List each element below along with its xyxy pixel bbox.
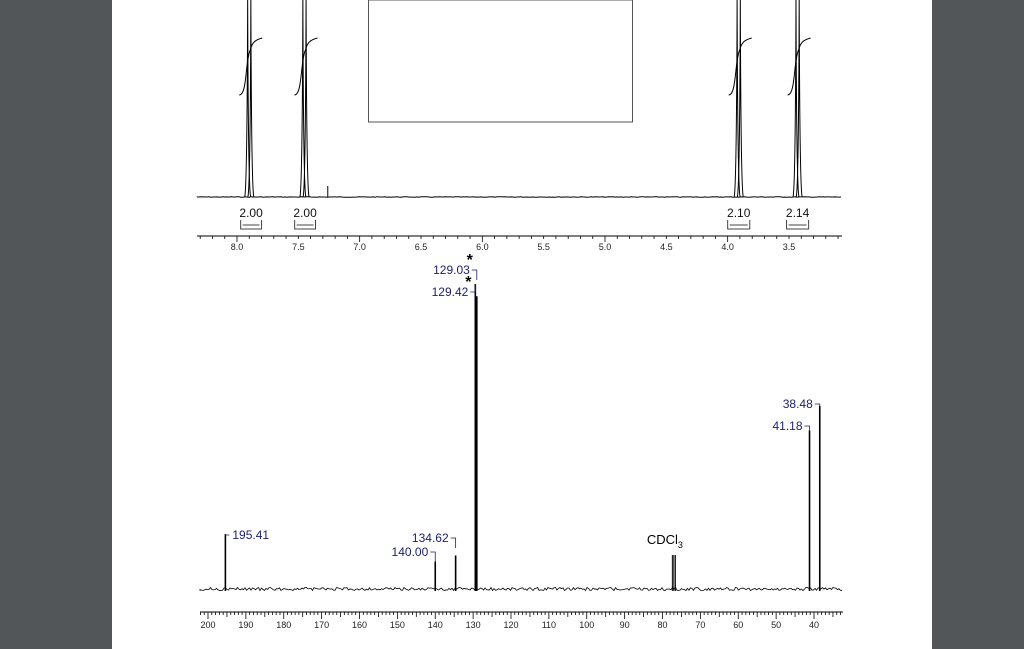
c13-leader-0 bbox=[224, 534, 230, 536]
inset-frame bbox=[368, 0, 633, 123]
c13-tick-label-11: 90 bbox=[620, 620, 630, 630]
c13-leader-1 bbox=[430, 551, 436, 562]
c13-star-4: * bbox=[467, 252, 474, 269]
h1-integral-bracket-2 bbox=[727, 220, 751, 230]
h1-baseline-trace bbox=[196, 196, 842, 198]
c13-peak-label-0: 195.41 bbox=[232, 528, 269, 542]
c13-tick-label-3: 170 bbox=[314, 620, 329, 630]
h1-integral-curve-1 bbox=[294, 37, 318, 96]
h1-tick-label-4: 6.0 bbox=[476, 242, 489, 252]
h1-integral-bracket-1 bbox=[294, 220, 317, 230]
c13-star-3: * bbox=[465, 274, 472, 291]
c13-tick-label-7: 130 bbox=[466, 620, 481, 630]
h1-integral-curve-3 bbox=[787, 37, 811, 96]
c13-peak-label-3: 129.42 bbox=[432, 285, 469, 299]
h1-tick-label-1: 7.5 bbox=[292, 242, 305, 252]
c13-peak-label-6: 38.48 bbox=[783, 397, 813, 411]
c13-tick-label-13: 70 bbox=[695, 620, 705, 630]
h1-integral-curve-0 bbox=[239, 37, 263, 96]
nmr-spectra-figure: 2.00 2.00 2.10 2.14 8.0 7.5 7.0 6.5 6.0 5.5 5.0 4.5… bbox=[196, 0, 843, 630]
c13-tick-label-14: 60 bbox=[733, 620, 743, 630]
h1-peak-2-1 bbox=[736, 0, 744, 198]
c13-solvent-subscript: 3 bbox=[678, 540, 683, 550]
c13-leader-5 bbox=[804, 425, 810, 431]
c13-tick-label-15: 50 bbox=[771, 620, 781, 630]
h1-integral-value-2: 2.10 bbox=[727, 206, 751, 220]
h1-integral-value-1: 2.00 bbox=[293, 206, 317, 220]
c13-tick-label-2: 180 bbox=[276, 620, 291, 630]
c13-leader-4 bbox=[471, 269, 478, 280]
c13-tick-label-10: 100 bbox=[579, 620, 594, 630]
c13-leader-6 bbox=[814, 403, 821, 406]
c13-peak-label-1: 140.00 bbox=[392, 545, 429, 559]
h1-integral-value-3: 2.14 bbox=[786, 206, 810, 220]
c13-tick-label-5: 150 bbox=[390, 620, 405, 630]
h1-spectrum: 2.00 2.00 2.10 2.14 8.0 7.5 7.0 6.5 6.0 5.5 5.0 4.5… bbox=[196, 0, 842, 252]
c13-tick-label-16: 40 bbox=[809, 620, 819, 630]
c13-peak-label-4: 129.03 bbox=[433, 263, 470, 277]
h1-tick-label-5: 5.5 bbox=[537, 242, 550, 252]
c13-tick-label-1: 190 bbox=[238, 620, 253, 630]
c13-tick-label-6: 140 bbox=[428, 620, 443, 630]
h1-tick-label-0: 8.0 bbox=[231, 242, 244, 252]
h1-integral-bracket-3 bbox=[786, 220, 810, 230]
h1-tick-label-2: 7.0 bbox=[353, 242, 366, 252]
c13-tick-label-8: 120 bbox=[503, 620, 518, 630]
h1-peak-0-1 bbox=[247, 0, 255, 198]
c13-tick-label-12: 80 bbox=[657, 620, 667, 630]
c13-leader-2 bbox=[450, 537, 457, 548]
h1-tick-label-7: 4.5 bbox=[660, 242, 673, 252]
c13-baseline-trace bbox=[199, 586, 843, 592]
h1-tick-label-9: 3.5 bbox=[783, 242, 796, 252]
c13-tick-label-4: 160 bbox=[352, 620, 367, 630]
h1-peak-3-1 bbox=[795, 0, 803, 198]
h1-tick-label-8: 4.0 bbox=[721, 242, 734, 252]
h1-tick-label-6: 5.0 bbox=[599, 242, 612, 252]
c13-tick-label-9: 110 bbox=[542, 620, 556, 630]
h1-peak-1-1 bbox=[302, 0, 310, 198]
c13-peak-label-2: 134.62 bbox=[412, 531, 449, 545]
h1-integral-value-0: 2.00 bbox=[239, 206, 263, 220]
c13-leader-3 bbox=[470, 284, 476, 293]
h1-integral-curve-2 bbox=[728, 37, 752, 96]
c13-solvent-label: CDCl3 bbox=[647, 532, 683, 550]
h1-integral-bracket-0 bbox=[240, 220, 263, 230]
c13-spectrum: CDCl3195.41140.00134.62129.42*129.03*41.… bbox=[199, 252, 843, 630]
h1-tick-label-3: 6.5 bbox=[415, 242, 428, 252]
c13-tick-label-0: 200 bbox=[200, 620, 215, 630]
c13-peak-label-5: 41.18 bbox=[772, 419, 802, 433]
document-page: 2.00 2.00 2.10 2.14 8.0 7.5 7.0 6.5 6.0 5.5 5.0 4.5… bbox=[112, 0, 932, 649]
